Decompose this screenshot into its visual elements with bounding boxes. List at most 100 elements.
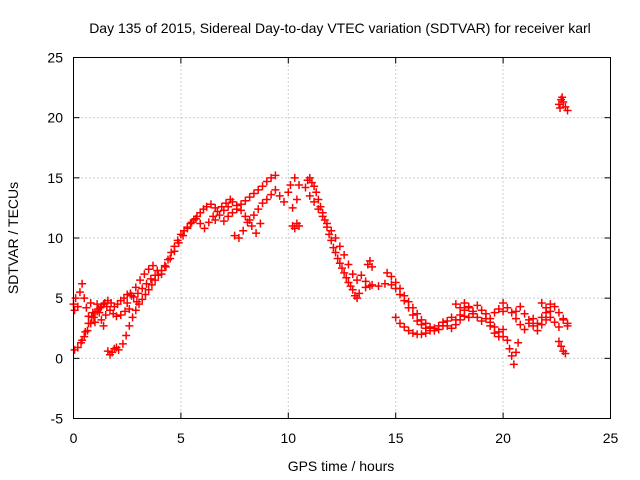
data-point: [514, 338, 523, 347]
data-point: [546, 307, 555, 316]
data-point: [335, 259, 344, 268]
data-point: [387, 272, 396, 281]
data-point: [86, 298, 95, 307]
data-point: [408, 329, 417, 338]
data-point: [365, 256, 374, 265]
data-point: [166, 254, 175, 263]
data-point: [301, 183, 310, 192]
data-point: [247, 221, 256, 230]
data-point: [509, 360, 518, 369]
data-point: [327, 236, 336, 245]
data-point: [314, 195, 323, 204]
data-point: [451, 320, 460, 329]
data-point: [275, 191, 284, 200]
data-point: [505, 344, 514, 353]
data-point: [537, 298, 546, 307]
data-point: [511, 314, 520, 323]
x-axis-label: GPS time / hours: [288, 458, 395, 474]
data-point: [456, 315, 465, 324]
data-point: [118, 339, 127, 348]
data-point: [232, 205, 241, 214]
x-tick-label: 20: [495, 430, 511, 446]
data-point: [456, 303, 465, 312]
data-point: [499, 325, 508, 334]
data-point: [473, 301, 482, 310]
x-tick-label: 5: [177, 430, 185, 446]
data-point: [101, 311, 110, 320]
data-point: [494, 304, 503, 313]
data-point: [148, 261, 157, 270]
data-point: [215, 211, 224, 220]
data-point: [426, 323, 435, 332]
data-point: [329, 243, 338, 252]
data-point: [503, 303, 512, 312]
data-point: [451, 300, 460, 309]
data-point: [183, 224, 192, 233]
data-point: [280, 197, 289, 206]
data-point: [542, 315, 551, 324]
data-point: [559, 98, 568, 107]
data-point: [563, 106, 572, 115]
data-point: [239, 226, 248, 235]
data-point: [464, 302, 473, 311]
data-point: [413, 317, 422, 326]
y-tick-label: -5: [51, 411, 64, 427]
data-point: [391, 313, 400, 322]
data-point: [271, 171, 280, 180]
data-point: [353, 294, 362, 303]
data-point: [78, 279, 87, 288]
data-point: [559, 314, 568, 323]
data-point: [151, 271, 160, 280]
data-point: [73, 343, 82, 352]
y-tick-label: 20: [47, 110, 63, 126]
data-point: [342, 273, 351, 282]
data-point: [147, 280, 156, 289]
data-point: [554, 323, 563, 332]
data-point: [516, 302, 525, 311]
data-point: [516, 320, 525, 329]
data-point: [368, 280, 377, 289]
data-point: [99, 321, 108, 330]
data-point: [141, 290, 150, 299]
data-point: [170, 247, 179, 256]
data-point: [520, 309, 529, 318]
data-point: [404, 297, 413, 306]
y-axis-label: SDTVAR / TECUs: [5, 182, 21, 294]
data-point: [125, 304, 134, 313]
data-point: [494, 332, 503, 341]
data-point: [243, 218, 252, 227]
x-tick-label: 15: [388, 430, 404, 446]
data-point: [477, 306, 486, 315]
data-point: [114, 345, 123, 354]
data-point: [318, 212, 327, 221]
data-point: [490, 308, 499, 317]
data-point: [131, 306, 140, 315]
data-point: [271, 185, 280, 194]
data-point: [312, 188, 321, 197]
data-point: [112, 312, 121, 321]
data-point: [305, 191, 314, 200]
data-point: [507, 308, 516, 317]
data-point: [144, 285, 153, 294]
data-point: [348, 270, 357, 279]
chart-title: Day 135 of 2015, Sidereal Day-to-day VTE…: [89, 20, 591, 36]
data-point: [84, 319, 93, 328]
data-point: [355, 289, 364, 298]
data-point: [333, 254, 342, 263]
data-point: [228, 197, 237, 206]
data-point: [127, 291, 136, 300]
data-point: [73, 302, 82, 311]
data-point: [511, 307, 520, 316]
data-point: [460, 298, 469, 307]
data-point: [140, 270, 149, 279]
data-point: [464, 313, 473, 322]
y-tick-label: 5: [55, 290, 63, 306]
data-point: [331, 234, 340, 242]
data-point: [254, 205, 263, 214]
data-point: [563, 319, 572, 328]
data-point: [146, 274, 155, 283]
data-point: [443, 321, 452, 330]
data-point: [322, 219, 331, 228]
data-point: [202, 202, 211, 211]
